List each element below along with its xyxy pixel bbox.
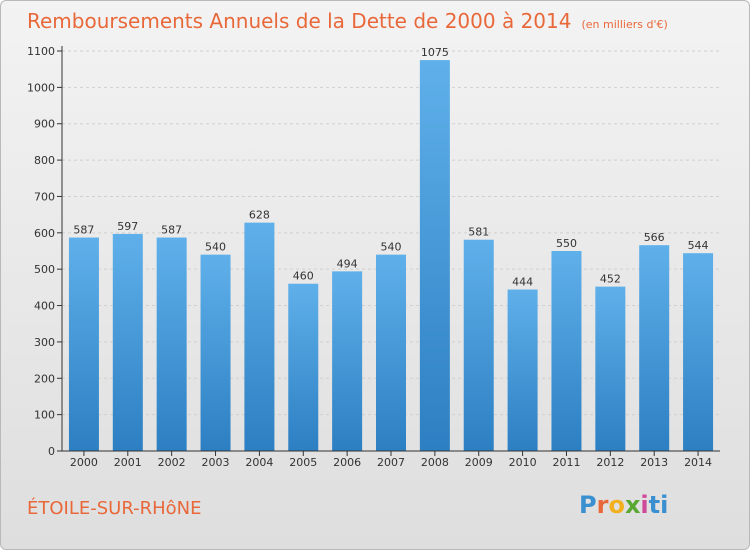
x-tick-label: 2008	[421, 456, 449, 469]
data-label-2012: 452	[600, 273, 621, 286]
logo-letter: i	[660, 491, 669, 519]
data-label-2010: 444	[512, 276, 533, 289]
y-tick-label: 200	[34, 372, 55, 385]
data-label-2006: 494	[337, 257, 358, 270]
bar-2009	[463, 239, 494, 451]
logo-letter: i	[640, 491, 649, 519]
data-label-2007: 540	[381, 241, 402, 254]
bar-2012	[595, 286, 626, 451]
proxiti-logo: Proxiti	[579, 491, 668, 519]
data-label-2001: 597	[117, 220, 138, 233]
x-tick-label: 2007	[377, 456, 405, 469]
x-tick-label: 2013	[640, 456, 668, 469]
x-tick-label: 2010	[509, 456, 537, 469]
y-tick-label: 600	[34, 227, 55, 240]
labels: 0 100 200 300 400 500 600 700 800 900 1000 1100 2000…	[27, 45, 712, 469]
x-tick-label: 2003	[202, 456, 230, 469]
data-label-2013: 566	[644, 231, 665, 244]
bar-2003	[200, 254, 231, 451]
axes	[57, 46, 720, 456]
y-tick-label: 900	[34, 118, 55, 131]
bar-2010	[507, 289, 538, 451]
y-tick-label: 1100	[27, 45, 55, 58]
chart-subtitle: (en milliers d'€)	[581, 18, 668, 31]
data-label-2014: 544	[688, 239, 709, 252]
data-label-2005: 460	[293, 270, 314, 283]
data-label-2008: 1075	[421, 46, 449, 59]
logo-letter: P	[579, 491, 597, 519]
y-tick-label: 500	[34, 263, 55, 276]
commune-name: ÉTOILE-SUR-RHôNE	[27, 498, 202, 519]
x-tick-label: 2012	[596, 456, 624, 469]
x-tick-label: 2000	[70, 456, 98, 469]
data-label-2002: 587	[161, 224, 182, 237]
x-tick-label: 2004	[245, 456, 273, 469]
bar-2008	[419, 60, 450, 451]
x-tick-label: 2014	[684, 456, 712, 469]
data-label-2004: 628	[249, 209, 270, 222]
data-label-2000: 587	[73, 224, 94, 237]
logo-letter: r	[596, 491, 609, 519]
chart-title-text: Remboursements Annuels de la Dette de 20…	[27, 9, 572, 33]
y-tick-label: 100	[34, 409, 55, 422]
bar-2001	[112, 233, 143, 451]
logo-letter: o	[608, 491, 625, 519]
y-tick-label: 0	[48, 445, 55, 458]
x-tick-label: 2011	[552, 456, 580, 469]
y-tick-label: 700	[34, 190, 55, 203]
data-label-2009: 581	[468, 226, 489, 239]
data-label-2011: 550	[556, 237, 577, 250]
bar-2002	[156, 237, 187, 451]
logo-letter: t	[648, 491, 661, 519]
x-tick-label: 2001	[114, 456, 142, 469]
chart-title: Remboursements Annuels de la Dette de 20…	[27, 9, 668, 33]
bar-2006	[332, 271, 363, 451]
y-tick-label: 300	[34, 336, 55, 349]
bar-2000	[68, 237, 99, 451]
bar-2007	[376, 254, 406, 451]
y-tick-label: 800	[34, 154, 55, 167]
x-tick-label: 2006	[333, 456, 361, 469]
bar-2011	[551, 251, 582, 451]
bar-2005	[288, 283, 319, 451]
data-label-2003: 540	[205, 241, 226, 254]
bar-2004	[244, 222, 275, 451]
x-tick-label: 2005	[289, 456, 317, 469]
x-tick-label: 2002	[158, 456, 186, 469]
logo-letter: x	[624, 491, 641, 519]
bars	[68, 60, 714, 451]
x-tick-label: 2009	[465, 456, 493, 469]
y-tick-label: 400	[34, 300, 55, 313]
bar-2013	[639, 245, 670, 451]
bar-2014	[683, 253, 714, 451]
y-tick-label: 1000	[27, 81, 55, 94]
